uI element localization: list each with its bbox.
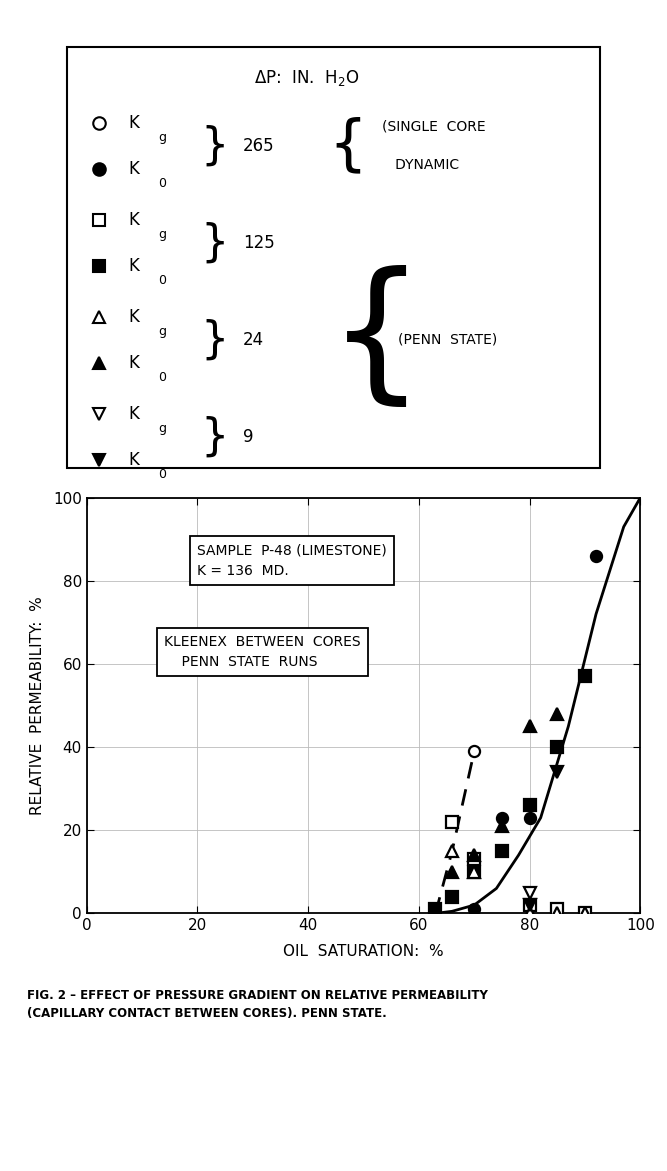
Text: 24: 24: [243, 331, 264, 349]
Text: {: {: [328, 266, 426, 415]
Text: $\Delta$P:  IN.  H$_2$O: $\Delta$P: IN. H$_2$O: [254, 68, 360, 88]
Bar: [67, 47, 600, 468]
X-axis label: OIL  SATURATION:  %: OIL SATURATION: %: [283, 944, 444, 959]
Text: 265: 265: [243, 137, 274, 155]
Text: K: K: [128, 258, 139, 275]
Text: g: g: [159, 324, 167, 338]
Text: K: K: [128, 405, 139, 423]
Text: 0: 0: [159, 371, 167, 384]
Text: }: }: [200, 319, 229, 362]
Text: 125: 125: [243, 234, 275, 252]
Text: FIG. 2 – EFFECT OF PRESSURE GRADIENT ON RELATIVE PERMEABILITY
(CAPILLARY CONTACT: FIG. 2 – EFFECT OF PRESSURE GRADIENT ON …: [27, 989, 488, 1020]
Text: {: {: [328, 116, 367, 176]
Text: 9: 9: [243, 427, 253, 446]
Text: 0: 0: [159, 177, 167, 191]
Text: }: }: [200, 221, 229, 265]
Text: 0: 0: [159, 274, 167, 287]
Text: g: g: [159, 422, 167, 434]
Text: 0: 0: [159, 468, 167, 481]
Text: g: g: [159, 131, 167, 144]
Text: K: K: [128, 451, 139, 468]
Text: (PENN  STATE): (PENN STATE): [398, 333, 497, 347]
Text: K: K: [128, 354, 139, 372]
Text: K: K: [128, 114, 139, 131]
Text: SAMPLE  P-48 (LIMESTONE)
K = 136  MD.: SAMPLE P-48 (LIMESTONE) K = 136 MD.: [197, 543, 387, 578]
Text: K: K: [128, 211, 139, 228]
Text: DYNAMIC: DYNAMIC: [382, 158, 459, 172]
Y-axis label: RELATIVE  PERMEABILITY:  %: RELATIVE PERMEABILITY: %: [29, 596, 45, 815]
Text: K: K: [128, 160, 139, 178]
Text: }: }: [200, 416, 229, 458]
Text: (SINGLE  CORE: (SINGLE CORE: [382, 119, 485, 133]
Text: KLEENEX  BETWEEN  CORES
    PENN  STATE  RUNS: KLEENEX BETWEEN CORES PENN STATE RUNS: [164, 635, 361, 670]
Text: }: }: [200, 124, 229, 167]
Text: K: K: [128, 308, 139, 326]
Text: g: g: [159, 228, 167, 241]
